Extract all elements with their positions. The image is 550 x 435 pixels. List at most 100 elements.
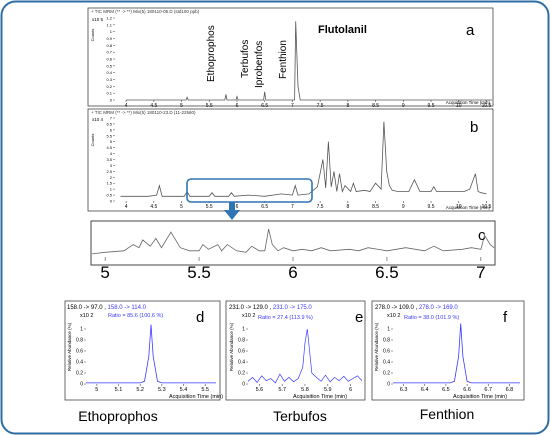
- y-tick-label: 0.4: [106, 70, 112, 75]
- y-tick-label: 7: [110, 116, 113, 121]
- x-tick-label: 6: [288, 263, 297, 282]
- y-tick-label: 0.4: [238, 360, 245, 366]
- panel-f-xlabel: Acquisition Time (min): [453, 394, 507, 400]
- panel-d-letter: d: [196, 309, 204, 326]
- peak-label-fenthion: Fenthion: [278, 40, 289, 79]
- y-tick-label: 2.5: [106, 169, 112, 174]
- x-tick-label: 6.5: [261, 103, 268, 109]
- y-tick-label: 0.6: [238, 349, 245, 355]
- svg-text:278.0 -> 109.0 , 278.0 -> 169.: 278.0 -> 109.0 , 278.0 -> 169.0: [375, 305, 458, 311]
- x-tick-label: 6.3: [400, 387, 408, 393]
- x-tick-label: 7.5: [317, 103, 324, 109]
- y-tick-label: 0.8: [238, 338, 245, 344]
- x-tick-label: 6.6: [463, 387, 471, 393]
- x-tick-label: 5.3: [158, 387, 166, 393]
- y-tick-label: 0: [80, 382, 83, 388]
- panel-f-mrm-quant: 278.0 -> 109.0 ,: [375, 305, 419, 311]
- peak-label-iprobenfos: Iprobenfos: [254, 41, 265, 88]
- panel-d: 158.0 -> 97.0 , 158.0 -> 114.0 x10 2 Rat…: [64, 300, 223, 401]
- y-tick-label: 0.2: [383, 371, 390, 377]
- y-tick-label: 0.7: [106, 50, 112, 55]
- y-tick-label: 0.8: [383, 338, 390, 344]
- x-tick-label: 5.5: [201, 387, 209, 393]
- x-tick-label: 5: [180, 103, 183, 109]
- y-tick-label: 0.4: [383, 360, 390, 366]
- y-tick-label: 0: [110, 98, 113, 103]
- panel-f-ylabel: Relative Abundance (%): [374, 322, 379, 371]
- x-tick-label: 5.7: [278, 387, 286, 393]
- y-tick-label: 0.5: [106, 193, 112, 198]
- y-tick-label: 1.2: [106, 16, 112, 21]
- y-tick-label: 6: [110, 127, 113, 132]
- panel-d-ratio: Ratio = 85.6 (100.6 %): [108, 313, 163, 319]
- panel-e-letter: e: [355, 309, 363, 326]
- panel-b-ylabel: Counts: [90, 134, 95, 147]
- panel-a-yexp: x10 5: [92, 17, 104, 22]
- x-tick-label: 5.1: [115, 387, 123, 393]
- x-tick-label: 6: [349, 387, 352, 393]
- x-tick-label: 6.5: [375, 263, 399, 282]
- x-tick-label: 5: [95, 387, 98, 393]
- y-tick-label: 3.5: [106, 157, 112, 162]
- panel-f: 278.0 -> 109.0 , 278.0 -> 169.0 x10 2 Ra…: [371, 300, 525, 401]
- x-tick-label: 6.5: [261, 204, 268, 210]
- x-tick-label: 5.4: [180, 387, 188, 393]
- x-tick-label: 5.2: [136, 387, 144, 393]
- y-tick-label: 0: [242, 382, 245, 388]
- panel-b-letter: b: [470, 119, 478, 136]
- panel-d-xlabel: Acquisition Time (min): [169, 394, 223, 400]
- panel-c-letter: c: [478, 227, 486, 244]
- x-tick-label: 5: [100, 263, 109, 282]
- panel-a-xlabel: Acquisition Time (min): [446, 100, 491, 105]
- y-tick-label: 0.2: [106, 84, 112, 89]
- x-tick-label: 5.8: [301, 387, 309, 393]
- compound-name-ethoprophos: Ethoprophos: [78, 408, 157, 424]
- y-tick-label: 0.2: [76, 371, 83, 377]
- peak-label-terbufos: Terbufos: [240, 40, 251, 78]
- panel-d-mrm-quant: 158.0 -> 97.0 ,: [67, 305, 108, 311]
- x-tick-label: 4.5: [150, 204, 157, 210]
- x-tick-label: 5.5: [206, 103, 213, 109]
- x-tick-label: 4: [125, 103, 128, 109]
- x-tick-label: 8.5: [372, 103, 379, 109]
- panel-a: + TIC MRM (** -> **) Mix(5) 180110-05.D …: [87, 7, 494, 109]
- panel-d-mrm-qual: 158.0 -> 114.0: [108, 305, 147, 311]
- y-tick-label: 1.5: [106, 181, 112, 186]
- y-tick-label: 0.2: [238, 371, 245, 377]
- compound-name-terbufos: Terbufos: [273, 408, 327, 424]
- panel-e-ylabel: Relative Abundance (%): [229, 322, 234, 371]
- panel-f-mrm-qual: 278.0 -> 169.0: [419, 305, 459, 311]
- y-tick-label: 0.1: [106, 91, 112, 96]
- x-tick-label: 7: [476, 263, 485, 282]
- x-tick-label: 9.5: [428, 103, 435, 109]
- x-tick-label: 6.7: [484, 387, 492, 393]
- y-tick-label: 0.9: [106, 36, 112, 41]
- panel-c: 5 5.5 6 6.5 7 c: [90, 220, 496, 282]
- panel-f-yexp: x10 2: [387, 313, 400, 319]
- y-tick-label: 0.4: [76, 360, 83, 366]
- y-tick-label: 0.8: [76, 338, 83, 344]
- panel-b-header: + TIC MRM (** -> **) Mix(5) 180110-23.D …: [91, 110, 196, 115]
- x-tick-label: 5.5: [206, 204, 213, 210]
- panel-d-yexp: x10 2: [80, 313, 93, 319]
- panel-a-letter: a: [466, 22, 475, 39]
- y-tick-label: 0.5: [106, 63, 112, 68]
- panel-e: 231.0 -> 129.0 , 231.0 -> 175.0 x10 2 Ra…: [225, 300, 366, 401]
- y-tick-label: 1: [387, 327, 390, 333]
- x-tick-label: 6.4: [421, 387, 429, 393]
- x-tick-label: 9: [402, 204, 405, 210]
- panel-e-xlabel: Acquisition Time (min): [293, 394, 347, 400]
- x-tick-label: 5.5: [187, 263, 211, 282]
- panel-d-trace: [86, 324, 216, 384]
- panel-f-ratio: Ratio = 38.0 (101.9 %): [404, 315, 459, 321]
- x-tick-label: 7.5: [317, 204, 324, 210]
- x-tick-label: 7: [291, 204, 294, 210]
- panel-e-mrm-qual: 231.0 -> 175.0: [273, 305, 313, 311]
- y-tick-label: 0.6: [76, 349, 83, 355]
- x-tick-label: 10: [456, 204, 462, 210]
- zoom-arrow: [224, 202, 240, 220]
- panel-d-ylabel: Relative Abundance (%): [67, 322, 72, 371]
- x-tick-label: 8.5: [372, 204, 379, 210]
- y-tick-label: 1: [110, 187, 113, 192]
